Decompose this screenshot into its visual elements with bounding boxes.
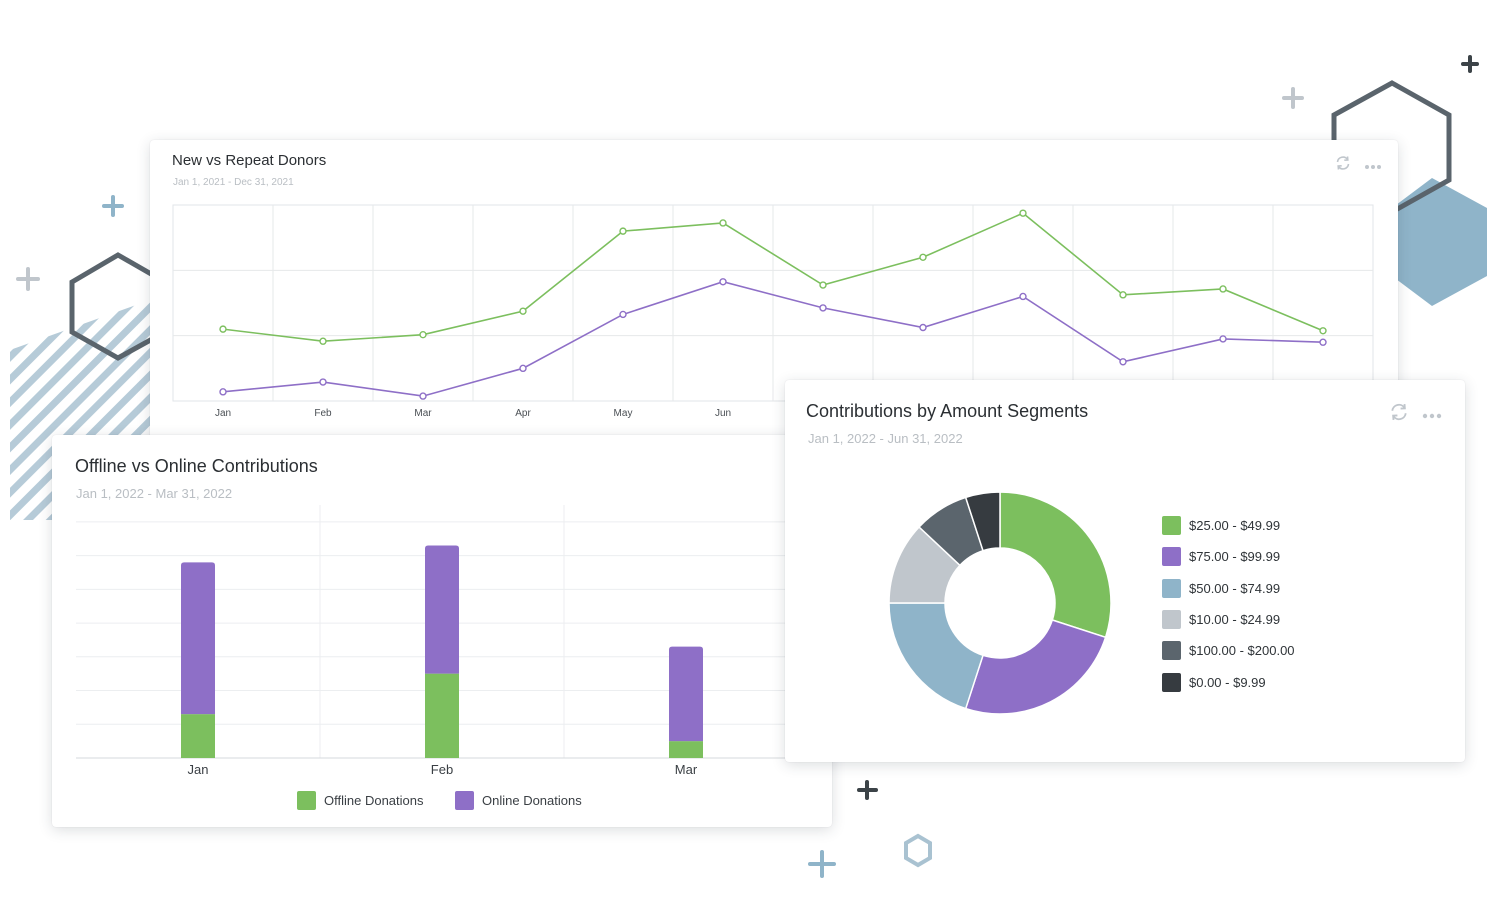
data-point (1319, 327, 1327, 335)
data-point (1019, 292, 1027, 301)
card-title: Offline vs Online Contributions (75, 456, 318, 476)
data-point (219, 325, 227, 333)
series-line-1 (222, 212, 1324, 343)
legend-item: $75.00 - $99.99 (1162, 547, 1281, 567)
legend-item: Online Donations (455, 791, 582, 810)
data-point (619, 227, 627, 235)
data-point (219, 388, 227, 396)
bar-segment-online-donations (181, 562, 215, 715)
legend-swatch (297, 791, 316, 810)
data-point (1019, 209, 1027, 217)
legend-item: $0.00 - $9.99 (1162, 672, 1266, 692)
data-point (1319, 338, 1327, 346)
data-point (819, 281, 827, 289)
refresh-icon[interactable] (1388, 401, 1410, 428)
data-point (1119, 358, 1127, 366)
hexagon-filled-right (1392, 178, 1487, 306)
plus-icon (1461, 55, 1479, 73)
x-tick-label: Jan (215, 408, 231, 419)
bar-segment-offline-donations (669, 741, 703, 758)
legend-item: $10.00 - $24.99 (1162, 609, 1281, 629)
bar-chart: Jan Feb Mar Offline Donations Online Donatio… (76, 505, 832, 810)
card-actions (1388, 401, 1442, 428)
bar-segment-offline-donations (425, 673, 459, 758)
card-actions (1334, 154, 1382, 177)
more-options-icon[interactable] (1422, 406, 1442, 424)
x-tick-label: Mar (675, 762, 698, 777)
legend-label: $75.00 - $99.99 (1189, 549, 1281, 565)
legend-swatch (1162, 641, 1181, 661)
date-range: Jan 1, 2022 - Mar 31, 2022 (76, 486, 233, 501)
plus-icon (1282, 87, 1304, 109)
new-vs-repeat-donors-card: New vs Repeat Donors Jan 1, 2021 - Dec 3… (150, 140, 1398, 460)
bar-segment-offline-donations (181, 714, 215, 758)
legend-label: Offline Donations (324, 793, 424, 808)
x-tick-label: Feb (431, 762, 453, 777)
date-range: Jan 1, 2022 - Jun 31, 2022 (808, 431, 963, 446)
data-point (919, 323, 927, 332)
legend-swatch (1162, 547, 1181, 567)
data-point (819, 304, 827, 312)
plus-icon (102, 195, 124, 217)
data-point (519, 364, 527, 373)
data-point (1119, 291, 1127, 299)
hexagon-small-bottom (904, 833, 932, 868)
data-point (419, 330, 427, 339)
legend-swatch (455, 791, 474, 810)
refresh-icon[interactable] (1334, 154, 1352, 177)
legend-swatch (1162, 672, 1181, 692)
plus-icon (857, 780, 878, 800)
x-tick-label: Apr (515, 408, 531, 419)
donut-slice (964, 619, 1107, 715)
more-options-icon[interactable] (1364, 157, 1382, 175)
legend-swatch (1162, 578, 1181, 598)
plus-icon (808, 850, 836, 878)
card-title: Contributions by Amount Segments (806, 401, 1089, 421)
legend-item: $100.00 - $200.00 (1162, 641, 1295, 661)
card-title: New vs Repeat Donors (172, 152, 327, 169)
x-tick-label: Jan (188, 762, 209, 777)
data-point (1219, 285, 1227, 293)
legend-label: $25.00 - $49.99 (1189, 518, 1281, 533)
donut-slice (888, 602, 984, 710)
plus-icon (16, 267, 40, 291)
data-point (419, 392, 427, 400)
data-point (1219, 335, 1227, 343)
bar-segment-online-donations (425, 545, 459, 674)
series-line-2 (222, 280, 1324, 397)
date-range: Jan 1, 2021 - Dec 31, 2021 (173, 177, 294, 188)
legend-swatch (1162, 609, 1181, 629)
x-tick-label: Mar (414, 408, 432, 419)
bar-segment-online-donations (669, 646, 703, 742)
data-point (719, 219, 727, 227)
legend-item: $25.00 - $49.99 (1162, 516, 1280, 535)
legend-label: $50.00 - $74.99 (1189, 580, 1281, 596)
data-point (319, 337, 327, 345)
legend-item: $50.00 - $74.99 (1162, 578, 1281, 598)
legend-label: $0.00 - $9.99 (1189, 674, 1266, 690)
donut-chart (888, 491, 1112, 715)
legend-item: Offline Donations (297, 791, 424, 810)
legend-swatch (1162, 516, 1181, 535)
x-tick-label: Feb (314, 408, 332, 419)
data-point (919, 253, 927, 261)
data-point (319, 378, 327, 386)
data-point (719, 278, 727, 286)
x-tick-label: May (614, 408, 633, 419)
contributions-by-amount-card: Contributions by Amount Segments Jan 1, … (785, 380, 1465, 762)
x-tick-label: Jun (715, 408, 731, 419)
legend-label: $10.00 - $24.99 (1189, 611, 1281, 627)
legend-label: Online Donations (482, 793, 582, 808)
data-point (519, 307, 527, 315)
donut-slice (964, 491, 1001, 552)
offline-vs-online-card: Offline vs Online Contributions Jan 1, 2… (52, 435, 832, 827)
legend-label: $100.00 - $200.00 (1189, 643, 1295, 659)
data-point (619, 310, 627, 319)
donut-slice (999, 491, 1112, 639)
